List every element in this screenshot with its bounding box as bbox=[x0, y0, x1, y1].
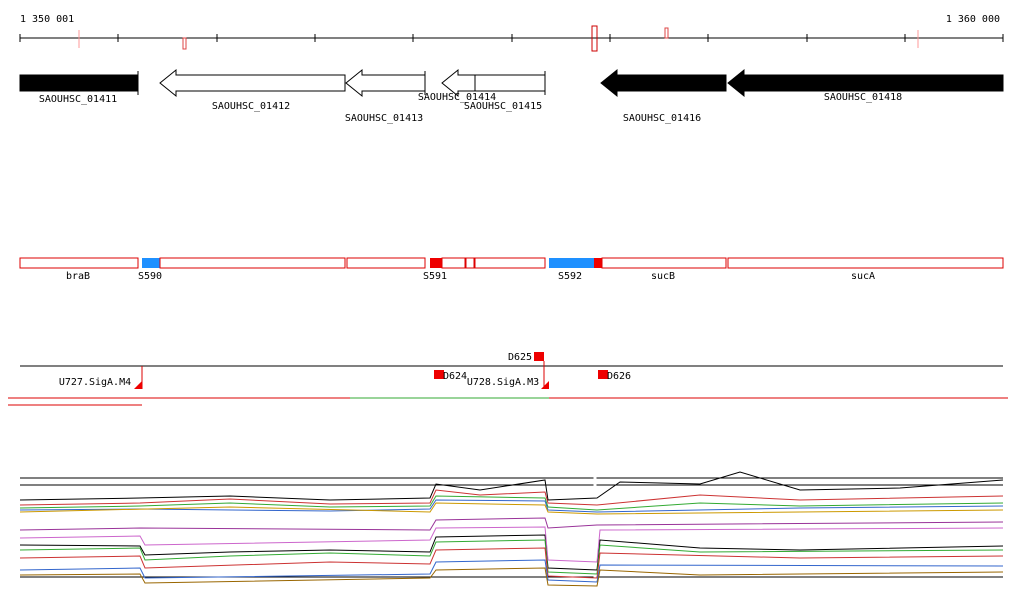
ruler: 1 350 001 1 360 000 bbox=[19, 14, 1004, 52]
segment-label: sucA bbox=[851, 271, 875, 282]
feature-label: U728.SigA.M3 bbox=[467, 377, 539, 388]
segment-label: sucB bbox=[651, 271, 675, 282]
gene-label: SAOUHSC_01411 bbox=[39, 94, 117, 105]
segments: braB S590 S591 S592 sucB sucA bbox=[19, 257, 1004, 282]
segment-label: braB bbox=[66, 271, 90, 282]
feature-label: D625 bbox=[508, 352, 532, 363]
feature-label: U727.SigA.M4 bbox=[59, 377, 131, 388]
gene-label: SAOUHSC_01414 bbox=[418, 92, 496, 103]
gene-label: SAOUHSC_01418 bbox=[824, 92, 902, 103]
segment-label: S590 bbox=[138, 271, 162, 282]
ruler-start: 1 350 001 bbox=[20, 14, 74, 25]
feature-label: D624 bbox=[443, 371, 467, 382]
genes: SAOUHSC_01411 SAOUHSC_01412 SAOUHSC_0141… bbox=[19, 68, 1004, 124]
gene-label: SAOUHSC_01412 bbox=[212, 101, 290, 112]
gene-label: SAOUHSC_01416 bbox=[623, 113, 701, 124]
features: D625 U727.SigA.M4 D624 U728.SigA.M3 D626 bbox=[8, 352, 1008, 406]
gene-label: SAOUHSC_01413 bbox=[345, 113, 423, 124]
feature-label: D626 bbox=[607, 371, 631, 382]
gene-label: SAOUHSC_01415 bbox=[464, 101, 542, 112]
segment-label: S591 bbox=[423, 271, 447, 282]
segment-label: S592 bbox=[558, 271, 582, 282]
expression-tracks bbox=[19, 471, 1004, 590]
ruler-end: 1 360 000 bbox=[946, 14, 1000, 25]
